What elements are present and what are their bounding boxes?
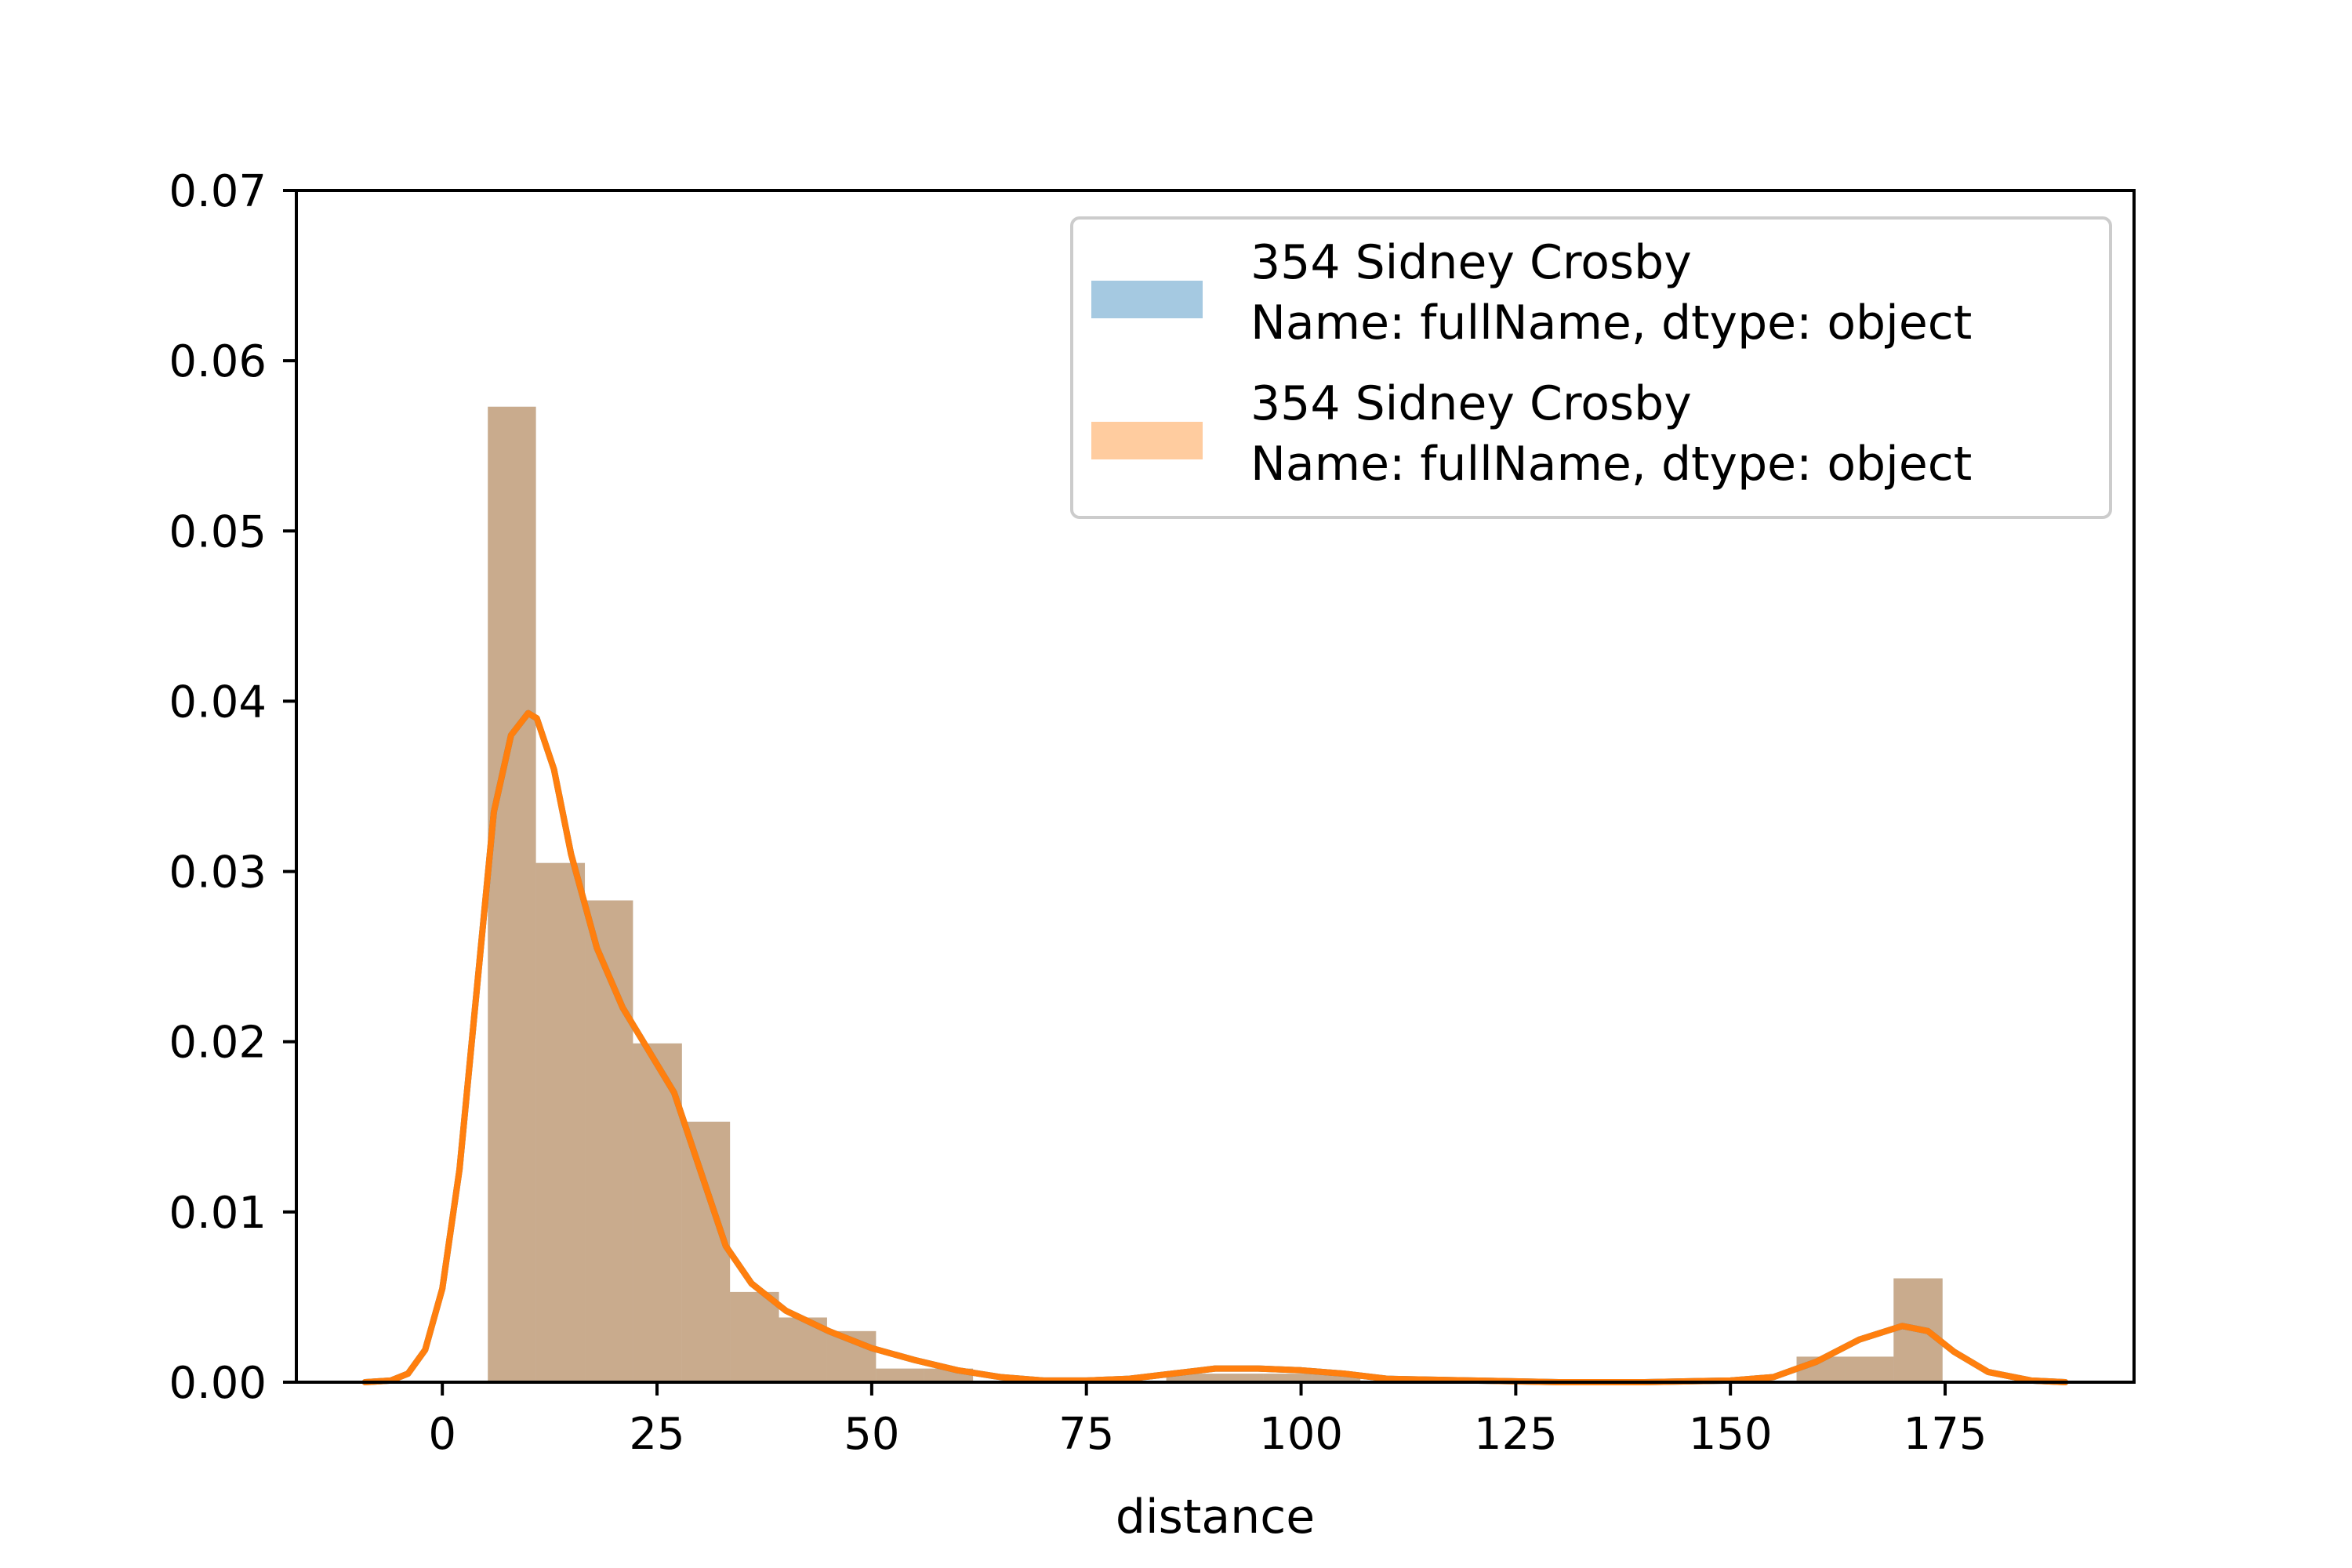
- x-tick-label: 25: [629, 1409, 684, 1460]
- axes: 0 25 50 75 100 125 150 175 0.00 0.01 0.02 0.03 0.04 0…: [169, 166, 2136, 1460]
- x-tick-label: 175: [1904, 1409, 1987, 1460]
- histogram-bar: [1215, 1374, 1264, 1382]
- histogram-bar: [1166, 1374, 1215, 1382]
- y-tick-label: 0.00: [169, 1358, 267, 1409]
- histogram-bar: [681, 1121, 731, 1382]
- x-tick-label: 125: [1474, 1409, 1558, 1460]
- x-tick-label: 75: [1058, 1409, 1114, 1460]
- axes-frame: [295, 189, 2136, 1384]
- histogram-bar: [1312, 1374, 1361, 1382]
- histogram-series-1: [488, 406, 1943, 1382]
- x-axis-label: distance: [1116, 1490, 1315, 1544]
- histogram-bar: [488, 406, 536, 1382]
- histogram-bar: [1312, 1374, 1361, 1382]
- histogram-bar: [1845, 1356, 1894, 1382]
- histogram-bar: [681, 1121, 731, 1382]
- y-tick-label: 0.06: [169, 336, 267, 387]
- histogram-bar: [730, 1291, 779, 1382]
- histogram-bar: [876, 1368, 924, 1382]
- legend-label-line: 354 Sidney Crosby: [1250, 235, 1692, 290]
- histogram-bar: [730, 1291, 779, 1382]
- histogram-bar: [1215, 1374, 1264, 1382]
- y-tick-label: 0.07: [169, 166, 267, 217]
- y-tick-label: 0.04: [169, 677, 267, 728]
- y-tick-label: 0.03: [169, 848, 267, 898]
- histogram-bar: [1263, 1374, 1312, 1382]
- legend-label-line: Name: fullName, dtype: object: [1250, 437, 1972, 492]
- x-tick-label: 150: [1689, 1409, 1773, 1460]
- histogram-bar: [1166, 1374, 1215, 1382]
- histogram-bar: [535, 862, 586, 1382]
- plot-area: [361, 406, 2069, 1385]
- x-tick-label: 100: [1259, 1409, 1343, 1460]
- histogram-bar: [876, 1368, 924, 1382]
- y-tick-label: 0.02: [169, 1018, 267, 1069]
- histogram-bar: [535, 862, 586, 1382]
- histogram-bar: [488, 406, 536, 1382]
- y-tick-label: 0.01: [169, 1188, 267, 1239]
- legend-swatch-series-1: [1091, 422, 1203, 459]
- legend-box: [1070, 216, 2112, 519]
- x-tick-label: 0: [428, 1409, 456, 1460]
- histogram-bar: [1263, 1374, 1312, 1382]
- y-tick-label: 0.05: [169, 506, 267, 557]
- x-tick-label: 50: [844, 1409, 899, 1460]
- legend-label-line: 354 Sidney Crosby: [1250, 376, 1692, 431]
- legend-label-line: Name: fullName, dtype: object: [1250, 296, 1972, 350]
- legend: 354 Sidney Crosby Name: fullName, dtype: …: [1070, 216, 2112, 519]
- histogram-bar: [1845, 1356, 1894, 1382]
- legend-swatch-series-0: [1091, 281, 1203, 318]
- kde-line-series-1: [361, 710, 2069, 1385]
